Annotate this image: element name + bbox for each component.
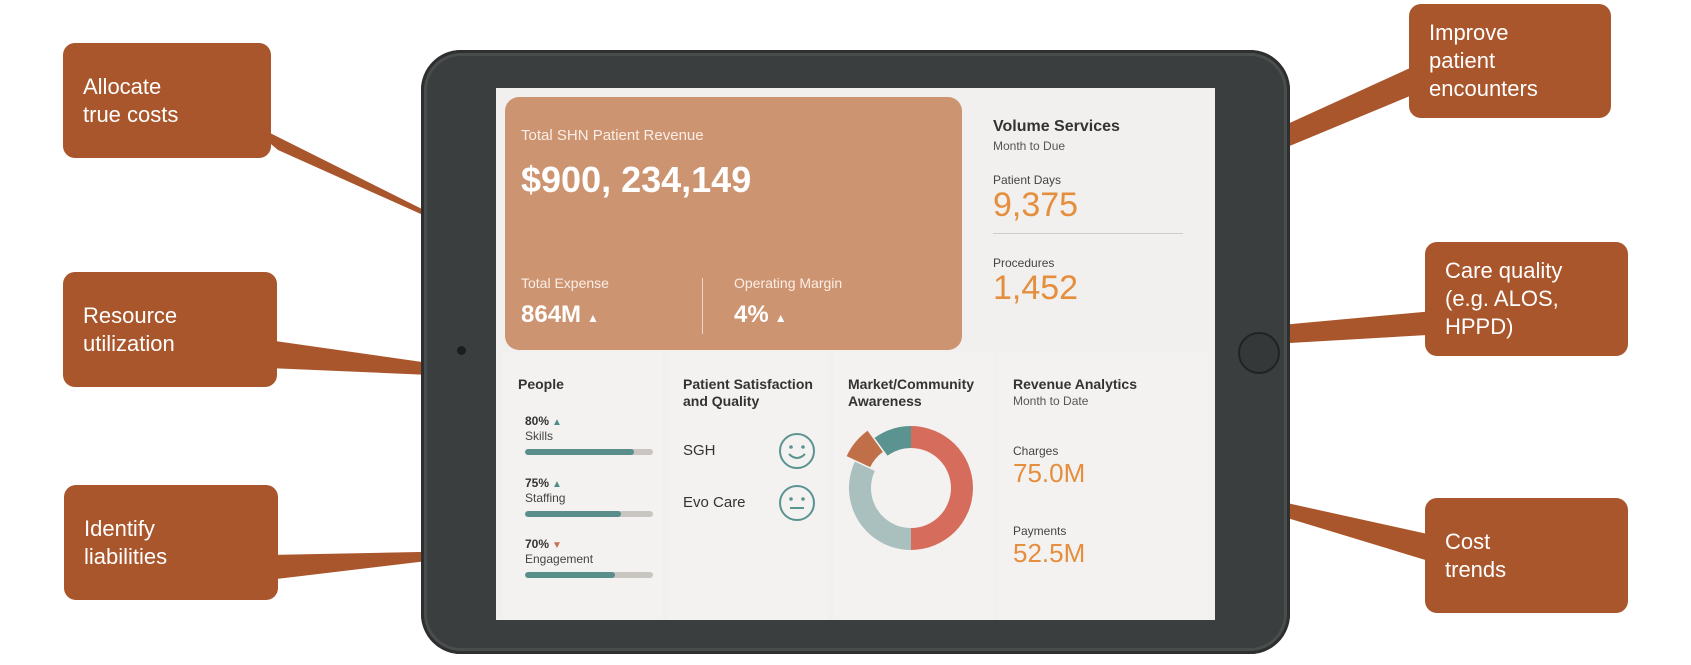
procedures-value: 1,452 [993,269,1079,307]
people-title: People [518,376,564,392]
engagement-progress-bar [525,572,653,578]
callout-allocate-text: Allocate true costs [83,73,179,127]
charges-value: 75.0M [1013,458,1086,488]
skills-progress-bar [525,449,653,455]
revenue-divider [702,278,703,334]
donut-segment-1 [911,426,973,550]
operating-margin: Operating Margin 4% ▲ [734,275,842,329]
patient-days-label: Patient Days [993,173,1062,187]
callout-quality-text: Care quality (e.g. ALOS, HPPD) [1445,258,1563,339]
staffing-value: 75% [525,476,550,490]
margin-label: Operating Margin [734,275,843,291]
camera-dot [457,346,466,355]
skills-value: 80% [525,414,550,428]
satisfaction-title-line1: Patient Satisfaction [683,376,813,392]
satisfaction-title-line2: and Quality [683,393,760,409]
people-item-staffing: 75% ▲ Staffing [525,476,655,517]
people-item-skills: 80% ▲ Skills [525,414,655,455]
staffing-progress-fill [525,511,621,517]
callout-liabilities-text: Identify liabilities [84,515,168,569]
market-title-line2: Awareness [848,393,922,409]
market-title-line1: Market/Community [848,376,975,392]
volume-title: Volume Services [993,118,1120,135]
donut-segment-2 [849,461,911,550]
smile-icon [779,433,815,469]
awareness-donut-chart [846,426,973,550]
callout-allocate-true-costs: Allocate true costs [63,43,271,158]
people-card[interactable]: People 80% ▲ Skills 75% ▲ Staffing 70% ▼ En… [503,352,663,620]
market-awareness-card[interactable]: Market/Community Awareness [833,352,993,620]
home-button[interactable] [1238,332,1280,374]
volume-subtitle: Month to Due [993,139,1066,153]
staffing-label: Staffing [525,491,566,505]
triangle-up-icon: ▲ [587,311,599,325]
people-item-engagement: 70% ▼ Engagement [525,537,655,578]
callout-improve-encounters: Improve patient encounters [1409,4,1611,118]
expense-label: Total Expense [521,275,609,291]
tablet-frame: Total SHN Patient Revenue $900, 234,149 … [421,50,1290,654]
satisfaction-row-sgh-label: SGH [683,442,716,459]
margin-value: 4% [734,301,769,328]
staffing-progress-bar [525,511,653,517]
engagement-progress-fill [525,572,615,578]
triangle-up-icon: ▲ [552,479,562,490]
callout-encounters-text: Improve patient encounters [1429,20,1538,101]
revenue-panel[interactable]: Total SHN Patient Revenue $900, 234,149 … [505,97,962,350]
volume-divider [993,233,1183,234]
callout-resource-text: Resource utilization [83,302,178,356]
patient-satisfaction-card[interactable]: Patient Satisfaction and Quality SGH Evo… [668,352,828,620]
satisfaction-title: Patient Satisfaction and Quality [683,376,813,410]
donut-segment-4 [874,426,911,456]
procedures-label: Procedures [993,256,1055,270]
neutral-face-icon [779,485,815,521]
triangle-down-icon: ▼ [552,540,562,551]
revenue-analytics-card[interactable]: Revenue Analytics Month to Date Charges … [998,352,1208,620]
payments-label: Payments [1013,524,1067,538]
payments-value: 52.5M [1013,538,1086,568]
analytics-title: Revenue Analytics [1013,376,1137,392]
revenue-value: $900, 234,149 [521,159,752,200]
callout-cost-text: Cost trends [1445,528,1507,582]
donut-segment-3 [846,430,883,468]
callout-identify-liabilities: Identify liabilities [64,485,278,600]
charges-label: Charges [1013,444,1059,458]
engagement-label: Engagement [525,552,594,566]
patient-days-value: 9,375 [993,186,1079,224]
satisfaction-row-evo-label: Evo Care [683,494,746,511]
callout-cost-trends: Cost trends [1425,498,1628,613]
revenue-title: Total SHN Patient Revenue [521,127,704,144]
total-expense: Total Expense 864M ▲ [521,275,609,329]
market-title: Market/Community Awareness [848,376,974,410]
callout-care-quality: Care quality (e.g. ALOS, HPPD) [1425,242,1628,356]
callout-resource-utilization: Resource utilization [63,272,277,387]
skills-progress-fill [525,449,634,455]
expense-value: 864M [521,301,582,328]
engagement-value: 70% [525,537,550,551]
triangle-up-icon: ▲ [774,311,787,325]
dashboard-screen: Total SHN Patient Revenue $900, 234,149 … [496,88,1215,620]
skills-label: Skills [525,429,554,443]
analytics-subtitle: Month to Date [1013,394,1089,408]
volume-services[interactable]: Volume Services Month to Due Patient Day… [993,118,1193,306]
triangle-up-icon: ▲ [552,417,562,428]
